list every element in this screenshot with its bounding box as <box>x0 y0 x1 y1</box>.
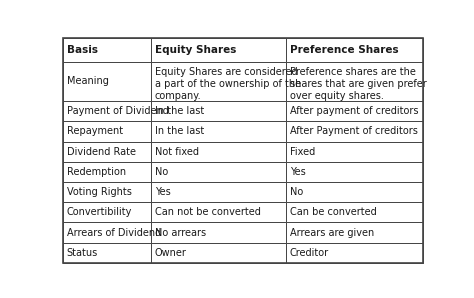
Text: Repayment: Repayment <box>66 126 123 136</box>
Text: Dividend Rate: Dividend Rate <box>66 147 136 157</box>
Text: Payment of Dividend: Payment of Dividend <box>66 106 168 116</box>
Text: Creditor: Creditor <box>290 248 329 258</box>
Bar <box>286 162 423 182</box>
Text: Yes: Yes <box>155 187 171 197</box>
Bar <box>151 182 286 202</box>
Bar <box>286 62 423 101</box>
Bar <box>151 142 286 162</box>
Bar <box>63 38 151 62</box>
Text: Preference shares are the
shares that are given preference
over equity shares.: Preference shares are the shares that ar… <box>290 66 450 100</box>
Text: Meaning: Meaning <box>66 77 109 86</box>
Text: After payment of creditors: After payment of creditors <box>290 106 418 116</box>
Bar <box>151 101 286 121</box>
Bar <box>63 182 151 202</box>
Text: Equity Shares are considered
a part of the ownership of the
company.: Equity Shares are considered a part of t… <box>155 66 301 100</box>
Bar <box>151 162 286 182</box>
Bar <box>63 223 151 243</box>
Text: Basis: Basis <box>66 45 98 55</box>
Bar <box>151 223 286 243</box>
Text: Preference Shares: Preference Shares <box>290 45 399 55</box>
Text: Arrears are given: Arrears are given <box>290 228 374 238</box>
Text: In the last: In the last <box>155 106 204 116</box>
Text: In the last: In the last <box>155 126 204 136</box>
Bar <box>151 243 286 263</box>
Bar <box>63 142 151 162</box>
Bar <box>151 121 286 142</box>
Bar <box>286 38 423 62</box>
Text: After Payment of creditors: After Payment of creditors <box>290 126 418 136</box>
Text: No: No <box>290 187 303 197</box>
Bar <box>63 202 151 223</box>
Bar <box>63 62 151 101</box>
Text: No arrears: No arrears <box>155 228 206 238</box>
Text: Voting Rights: Voting Rights <box>66 187 131 197</box>
Bar <box>63 121 151 142</box>
Text: Can not be converted: Can not be converted <box>155 207 261 217</box>
Bar <box>286 182 423 202</box>
Bar <box>286 243 423 263</box>
Bar <box>286 142 423 162</box>
Bar <box>63 243 151 263</box>
Text: Convertibility: Convertibility <box>66 207 132 217</box>
Bar <box>63 162 151 182</box>
Text: Not fixed: Not fixed <box>155 147 199 157</box>
Text: No: No <box>155 167 168 177</box>
Bar <box>286 121 423 142</box>
Text: Equity Shares: Equity Shares <box>155 45 236 55</box>
Text: Status: Status <box>66 248 98 258</box>
Text: Redemption: Redemption <box>66 167 126 177</box>
Bar <box>151 38 286 62</box>
Text: Can be converted: Can be converted <box>290 207 376 217</box>
Text: Owner: Owner <box>155 248 187 258</box>
Bar <box>151 202 286 223</box>
Bar <box>286 101 423 121</box>
Bar <box>286 223 423 243</box>
Text: Arrears of Dividend: Arrears of Dividend <box>66 228 161 238</box>
Bar <box>63 101 151 121</box>
Bar <box>151 62 286 101</box>
Text: Yes: Yes <box>290 167 306 177</box>
Bar <box>286 202 423 223</box>
Text: Fixed: Fixed <box>290 147 315 157</box>
